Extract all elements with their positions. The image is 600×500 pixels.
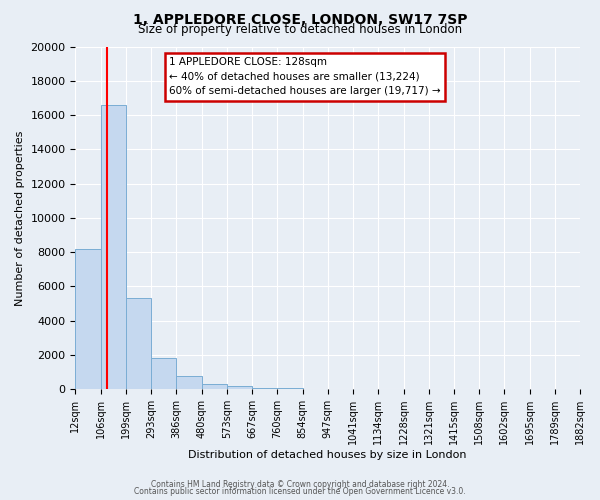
Text: 1, APPLEDORE CLOSE, LONDON, SW17 7SP: 1, APPLEDORE CLOSE, LONDON, SW17 7SP (133, 12, 467, 26)
Bar (227, 386, 252, 389)
Bar (76, 248, 101, 389)
Bar (176, 376, 202, 389)
Bar (202, 384, 227, 389)
Bar (277, 388, 302, 389)
Bar (151, 358, 176, 389)
Text: Contains HM Land Registry data © Crown copyright and database right 2024.: Contains HM Land Registry data © Crown c… (151, 480, 449, 489)
Text: Size of property relative to detached houses in London: Size of property relative to detached ho… (138, 22, 462, 36)
Bar (252, 388, 277, 389)
Text: 1 APPLEDORE CLOSE: 128sqm
← 40% of detached houses are smaller (13,224)
60% of s: 1 APPLEDORE CLOSE: 128sqm ← 40% of detac… (169, 57, 440, 96)
Bar (126, 298, 151, 389)
Y-axis label: Number of detached properties: Number of detached properties (15, 130, 25, 306)
X-axis label: Distribution of detached houses by size in London: Distribution of detached houses by size … (188, 450, 467, 460)
Bar (101, 105, 126, 389)
Text: Contains public sector information licensed under the Open Government Licence v3: Contains public sector information licen… (134, 487, 466, 496)
